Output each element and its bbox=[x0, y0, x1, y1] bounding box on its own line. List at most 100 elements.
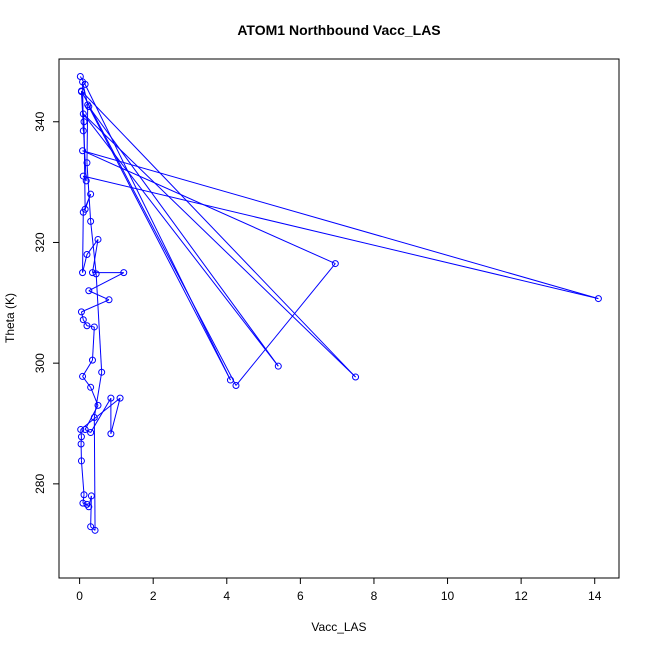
data-point bbox=[98, 368, 106, 376]
data-point bbox=[87, 492, 95, 500]
data-point bbox=[77, 457, 85, 465]
data-point bbox=[79, 147, 87, 155]
series-line-segment bbox=[80, 429, 82, 437]
x-tick-label: 8 bbox=[371, 589, 378, 603]
series-line-segment bbox=[82, 81, 89, 105]
data-point bbox=[79, 127, 87, 135]
data-point bbox=[92, 270, 100, 278]
x-tick-label: 12 bbox=[514, 589, 528, 603]
y-axis-label: Theta (K) bbox=[3, 293, 17, 343]
series-line-segment bbox=[90, 221, 97, 274]
data-point bbox=[84, 101, 92, 109]
data-point bbox=[81, 426, 89, 434]
data-point bbox=[79, 208, 87, 216]
data-point bbox=[83, 159, 91, 167]
data-point bbox=[88, 356, 96, 364]
x-tick-label: 4 bbox=[223, 589, 230, 603]
series-line-segment bbox=[82, 376, 92, 388]
data-point bbox=[83, 322, 91, 330]
series-line-segment bbox=[95, 273, 103, 373]
data-point bbox=[90, 413, 98, 421]
x-axis-label: Vacc_LAS bbox=[311, 620, 366, 634]
data-point bbox=[120, 269, 128, 277]
data-point bbox=[87, 523, 95, 531]
data-point bbox=[79, 110, 87, 118]
series-line-segment bbox=[82, 502, 88, 505]
series-line-segment bbox=[86, 325, 95, 328]
data-point bbox=[79, 78, 87, 86]
data-point bbox=[226, 376, 234, 384]
data-point bbox=[107, 430, 115, 438]
data-point bbox=[85, 287, 93, 295]
data-point bbox=[352, 373, 360, 381]
series-line-segment bbox=[88, 272, 124, 292]
data-point bbox=[94, 235, 102, 243]
data-point bbox=[107, 394, 115, 402]
series-line-segment bbox=[82, 494, 85, 504]
data-point bbox=[80, 118, 88, 126]
series-line-segment bbox=[80, 397, 121, 430]
data-point bbox=[87, 429, 95, 437]
data-point bbox=[85, 503, 93, 511]
data-point bbox=[87, 383, 95, 391]
x-tick-label: 2 bbox=[150, 589, 157, 603]
data-point bbox=[87, 190, 95, 198]
y-tick-label: 320 bbox=[33, 232, 47, 252]
series-line-segment bbox=[80, 311, 84, 320]
data-point bbox=[331, 260, 339, 268]
data-point bbox=[77, 308, 85, 316]
series-line-segment bbox=[93, 372, 103, 418]
series-line-segment bbox=[82, 150, 336, 265]
series-line-segment bbox=[83, 175, 599, 300]
y-tick-label: 340 bbox=[33, 111, 47, 131]
series-line-segment bbox=[83, 121, 86, 210]
series-lines bbox=[79, 76, 599, 531]
data-point bbox=[594, 295, 602, 303]
data-point bbox=[79, 372, 87, 380]
series-points bbox=[76, 73, 602, 534]
data-point bbox=[91, 526, 99, 534]
data-point bbox=[232, 381, 240, 389]
chart-title: ATOM1 Northbound Vacc_LAS bbox=[237, 22, 440, 38]
x-axis: 0 2 4 6 8 10 12 14 bbox=[76, 577, 602, 603]
data-point bbox=[79, 269, 87, 277]
x-tick-label: 6 bbox=[297, 589, 304, 603]
series-line-segment bbox=[82, 319, 88, 327]
data-point bbox=[79, 499, 87, 507]
x-tick-label: 10 bbox=[441, 589, 455, 603]
data-point bbox=[116, 394, 124, 402]
data-point bbox=[274, 362, 282, 370]
series-line-segment bbox=[81, 90, 356, 378]
data-point bbox=[88, 269, 96, 277]
series-line-segment bbox=[82, 150, 599, 300]
data-point bbox=[82, 177, 90, 185]
series-line-segment bbox=[91, 326, 95, 361]
y-axis: 280 300 320 340 bbox=[33, 111, 60, 494]
data-point bbox=[77, 88, 85, 96]
data-point bbox=[87, 217, 95, 225]
series-line-segment bbox=[86, 104, 89, 163]
series-line-segment bbox=[93, 417, 96, 531]
data-point bbox=[90, 323, 98, 331]
data-point bbox=[80, 491, 88, 499]
series-line-segment bbox=[82, 113, 356, 378]
x-tick-label: 14 bbox=[588, 589, 602, 603]
data-point bbox=[79, 316, 87, 324]
series-line-segment bbox=[235, 263, 336, 386]
series-line-segment bbox=[90, 495, 92, 527]
series-line-segment bbox=[81, 90, 237, 386]
data-point bbox=[94, 401, 102, 409]
y-tick-label: 280 bbox=[33, 474, 47, 494]
data-point bbox=[105, 296, 113, 304]
x-tick-label: 0 bbox=[76, 589, 83, 603]
series-line-segment bbox=[82, 81, 84, 131]
series-line-segment bbox=[91, 239, 99, 273]
data-point bbox=[85, 103, 93, 111]
data-point bbox=[83, 251, 91, 259]
data-point bbox=[77, 440, 85, 448]
data-point bbox=[77, 426, 85, 434]
y-tick-label: 300 bbox=[33, 353, 47, 373]
series-line-segment bbox=[110, 398, 121, 434]
data-point bbox=[77, 433, 85, 441]
